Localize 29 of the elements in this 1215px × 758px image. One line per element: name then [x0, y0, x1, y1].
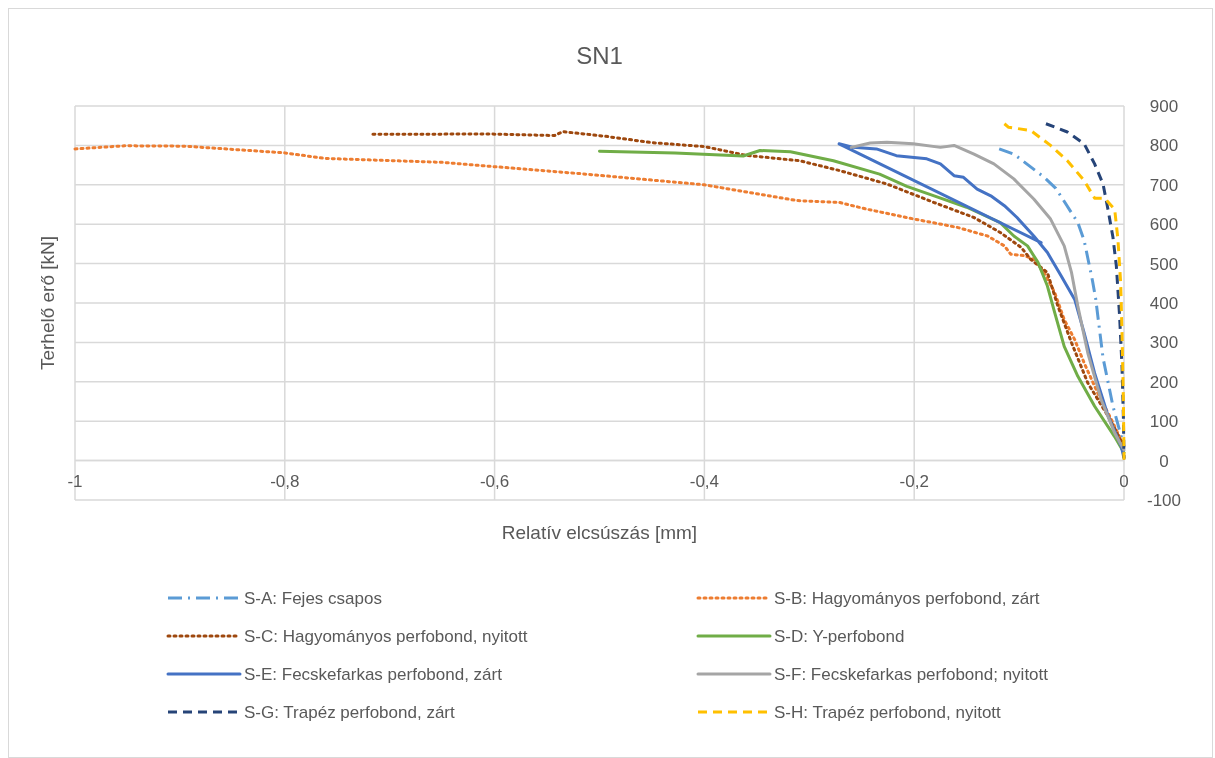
legend-label: S-H: Trapéz perfobond, nyitott: [774, 703, 1002, 722]
legend-label: S-D: Y-perfobond: [774, 627, 905, 646]
x-tick-label: 0: [1119, 471, 1129, 491]
y-tick-label: 800: [1149, 136, 1179, 156]
y-tick-label: 400: [1149, 294, 1179, 313]
y-tick-label: 300: [1149, 333, 1179, 353]
y-tick-label: 500: [1149, 254, 1179, 274]
y-tick-label: 200: [1149, 372, 1179, 392]
legend-label: S-G: Trapéz perfobond, zárt: [244, 703, 455, 722]
x-tick-label: -0,2: [899, 471, 929, 491]
legend-label: S-B: Hagyományos perfobond, zárt: [774, 589, 1040, 608]
y-tick-label: 600: [1149, 215, 1179, 235]
y-tick-label: 900: [1149, 97, 1179, 116]
legend-label: S-C: Hagyományos perfobond, nyitott: [244, 627, 528, 646]
legend-label: S-F: Fecskefarkas perfobond; nyitott: [774, 665, 1049, 684]
x-tick-label: -0,6: [479, 471, 510, 491]
x-tick-label: -0,8: [270, 471, 300, 491]
y-axis-title: Terhelő erő [kN]: [37, 235, 58, 371]
line-series: [598, 149, 1126, 455]
legend-label: S-E: Fecskefarkas perfobond, zárt: [244, 665, 503, 684]
y-tick-label: 100: [1149, 412, 1179, 432]
x-axis-title: Relatív elcsúszás [mm]: [501, 522, 698, 543]
x-tick-label: -1: [67, 471, 83, 491]
legend-label: S-A: Fejes csapos: [244, 589, 382, 608]
x-tick-label: -0,4: [689, 471, 720, 491]
chart-title: SN1: [576, 42, 623, 69]
y-tick-label: 700: [1149, 175, 1179, 195]
y-tick-label: -100: [1146, 491, 1182, 510]
y-tick-label: 0: [1159, 451, 1169, 471]
